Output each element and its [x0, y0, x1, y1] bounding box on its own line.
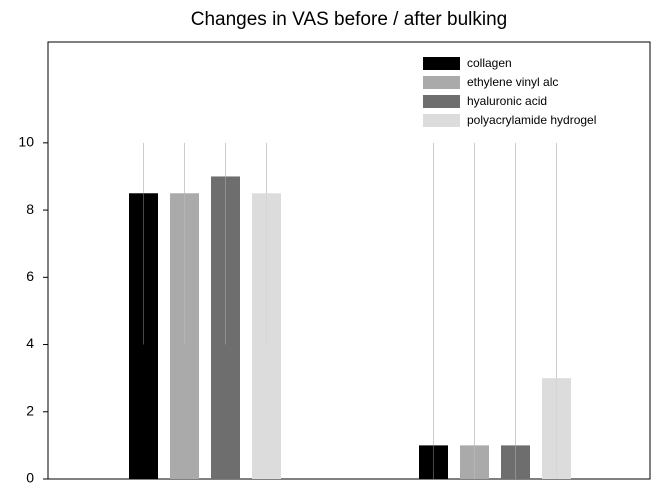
- legend-swatch: [423, 57, 460, 70]
- bar: [129, 193, 158, 479]
- y-tick-label: 10: [18, 134, 34, 150]
- plot-frame: [47, 41, 651, 480]
- legend-swatch: [423, 114, 460, 127]
- legend-label: ethylene vinyl alc: [467, 75, 558, 89]
- y-tick-label: 6: [26, 268, 34, 284]
- legend-label: polyacrylamide hydrogel: [467, 113, 596, 127]
- bar: [460, 445, 489, 479]
- bar: [211, 176, 240, 479]
- y-tick-label: 8: [26, 201, 34, 217]
- legend-label: collagen: [467, 56, 512, 70]
- y-tick-label: 0: [26, 470, 34, 484]
- y-tick-label: 2: [26, 402, 34, 418]
- bar: [542, 378, 571, 479]
- legend-swatch: [423, 95, 460, 108]
- bar: [419, 445, 448, 479]
- bar: [501, 445, 530, 479]
- bar: [252, 193, 281, 479]
- y-tick-label: 4: [26, 335, 34, 351]
- bar: [170, 193, 199, 479]
- chart-title: Changes in VAS before / after bulking: [191, 9, 508, 30]
- legend-label: hyaluronic acid: [467, 94, 547, 108]
- legend-swatch: [423, 76, 460, 89]
